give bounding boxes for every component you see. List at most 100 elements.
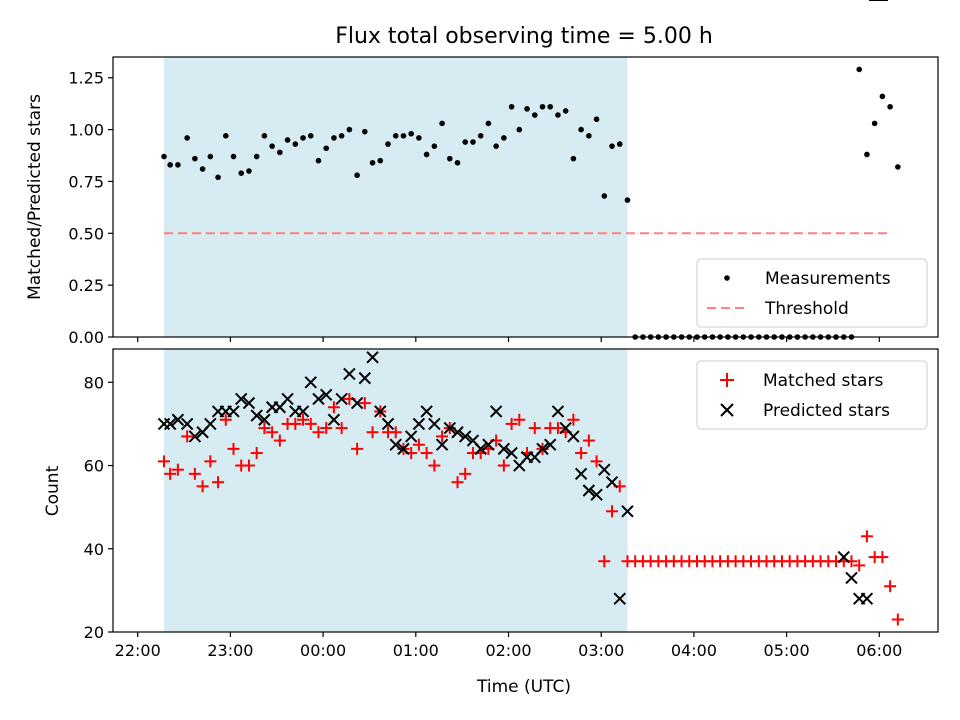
measurement-point (246, 168, 252, 174)
bottom-y-ticks: 20 40 60 80 (84, 373, 113, 642)
matched-star-point (188, 467, 201, 480)
top-y-tick-label: 1.00 (68, 121, 104, 140)
predicted-star-point (163, 417, 177, 431)
bottom-axes-frame (112, 348, 939, 633)
bottom-y-tick-label: 20 (84, 623, 104, 642)
measurement-point (346, 126, 353, 133)
predicted-star-point (281, 392, 294, 406)
measurement-point (416, 135, 422, 141)
predicted-star-point (304, 376, 317, 389)
predicted-star-point (443, 421, 457, 435)
bottom-y-tick-label: 40 (84, 540, 104, 559)
measurement-point (192, 155, 198, 162)
measurement-point (392, 133, 399, 139)
matched-star-point (860, 530, 873, 543)
matched-star-point (304, 417, 317, 430)
predicted-star-point (860, 592, 874, 605)
matched-star-point (497, 459, 510, 472)
bottom-x-ticks: 22:00 23:00 00:00 01:00 02:00 03:00 04:00 05:00… (115, 632, 902, 660)
measurement-point (485, 120, 492, 127)
measurement-point (601, 193, 608, 199)
matched-star-point (412, 438, 425, 451)
predicted-star-point (621, 505, 634, 518)
measurement-point (895, 164, 901, 170)
matched-star-point (428, 459, 441, 472)
predicted-star-point (474, 442, 487, 456)
predicted-star-point (489, 405, 503, 418)
matched-star-point (528, 422, 541, 435)
measurement-point (562, 108, 569, 114)
predicted-star-point (482, 438, 495, 451)
matched-star-point (567, 413, 580, 426)
predicted-stars-legend-marker (720, 403, 734, 417)
measurement-point (300, 135, 306, 141)
matched-star-point (606, 505, 619, 518)
predicted-star-point (327, 413, 341, 426)
measurement-point (331, 135, 337, 141)
measurement-point (531, 112, 538, 118)
predicted-star-point (250, 409, 263, 422)
measurement-point (539, 103, 546, 110)
measurement-point (215, 174, 221, 181)
measurement-point (508, 103, 515, 110)
measurement-point (362, 128, 368, 135)
matched-star-point (884, 580, 897, 593)
x-tick-label: 06:00 (856, 641, 902, 660)
measurement-point (864, 151, 870, 158)
matched-star-point (575, 447, 588, 460)
predicted-star-point (242, 396, 256, 410)
predicted-stars-legend-label: Predicted stars (763, 401, 890, 421)
predicted-star-point (505, 446, 518, 460)
measurement-point (253, 153, 260, 160)
predicted-star-point (319, 388, 333, 401)
top-y-tick-label: 0.00 (68, 328, 104, 347)
predicted-star-point (412, 417, 426, 431)
predicted-star-point (204, 417, 217, 431)
measurement-point (323, 145, 330, 152)
x-tick-label: 01:00 (393, 641, 439, 660)
predicted-star-point (567, 430, 580, 443)
measurement-point (377, 157, 384, 164)
matched-star-point (358, 397, 371, 410)
x-tick-label: 22:00 (115, 641, 161, 660)
matched-star-point (590, 455, 603, 468)
predicted-star-point (451, 426, 464, 439)
matched-star-point (891, 613, 904, 626)
predicted-star-point (258, 413, 271, 426)
measurement-point (578, 126, 584, 133)
top-panel: 0.00 0.25 0.50 0.75 1.00 1.25 Matched/Predict… (25, 56, 939, 347)
measurement-point (307, 133, 314, 139)
predicted-star-point (312, 392, 325, 406)
predicted-star-point (374, 405, 387, 418)
matched-star-point (320, 422, 333, 435)
measurement-point (354, 172, 360, 179)
matched-star-point (289, 417, 302, 430)
matched-star-point (436, 430, 449, 443)
measurement-point (879, 93, 886, 100)
measurement-point (454, 159, 461, 166)
measurement-point (593, 116, 600, 123)
predicted-star-point (343, 367, 356, 381)
x-tick-label: 00:00 (300, 641, 346, 660)
measurement-point (238, 170, 245, 176)
matched-star-point (273, 434, 286, 447)
measurement-point (207, 153, 214, 160)
measurement-point (887, 103, 893, 110)
bottom-legend: Matched stars Predicted stars (696, 360, 928, 430)
top-legend: Measurements Threshold (696, 258, 928, 328)
predicted-star-point (335, 392, 348, 406)
matched-star-point (335, 422, 348, 435)
measurement-point (261, 133, 268, 139)
measurements-legend-marker (724, 275, 730, 281)
measurement-point (439, 120, 445, 127)
matched-star-point (876, 551, 889, 564)
measurement-point (570, 155, 577, 162)
measurement-point (493, 143, 499, 149)
top-axes-frame (112, 56, 939, 338)
measurement-point (462, 139, 469, 145)
predicted-star-point (188, 430, 202, 443)
predicted-star-point (397, 442, 410, 456)
matched-star-point (366, 426, 379, 439)
measurement-point (516, 126, 523, 133)
